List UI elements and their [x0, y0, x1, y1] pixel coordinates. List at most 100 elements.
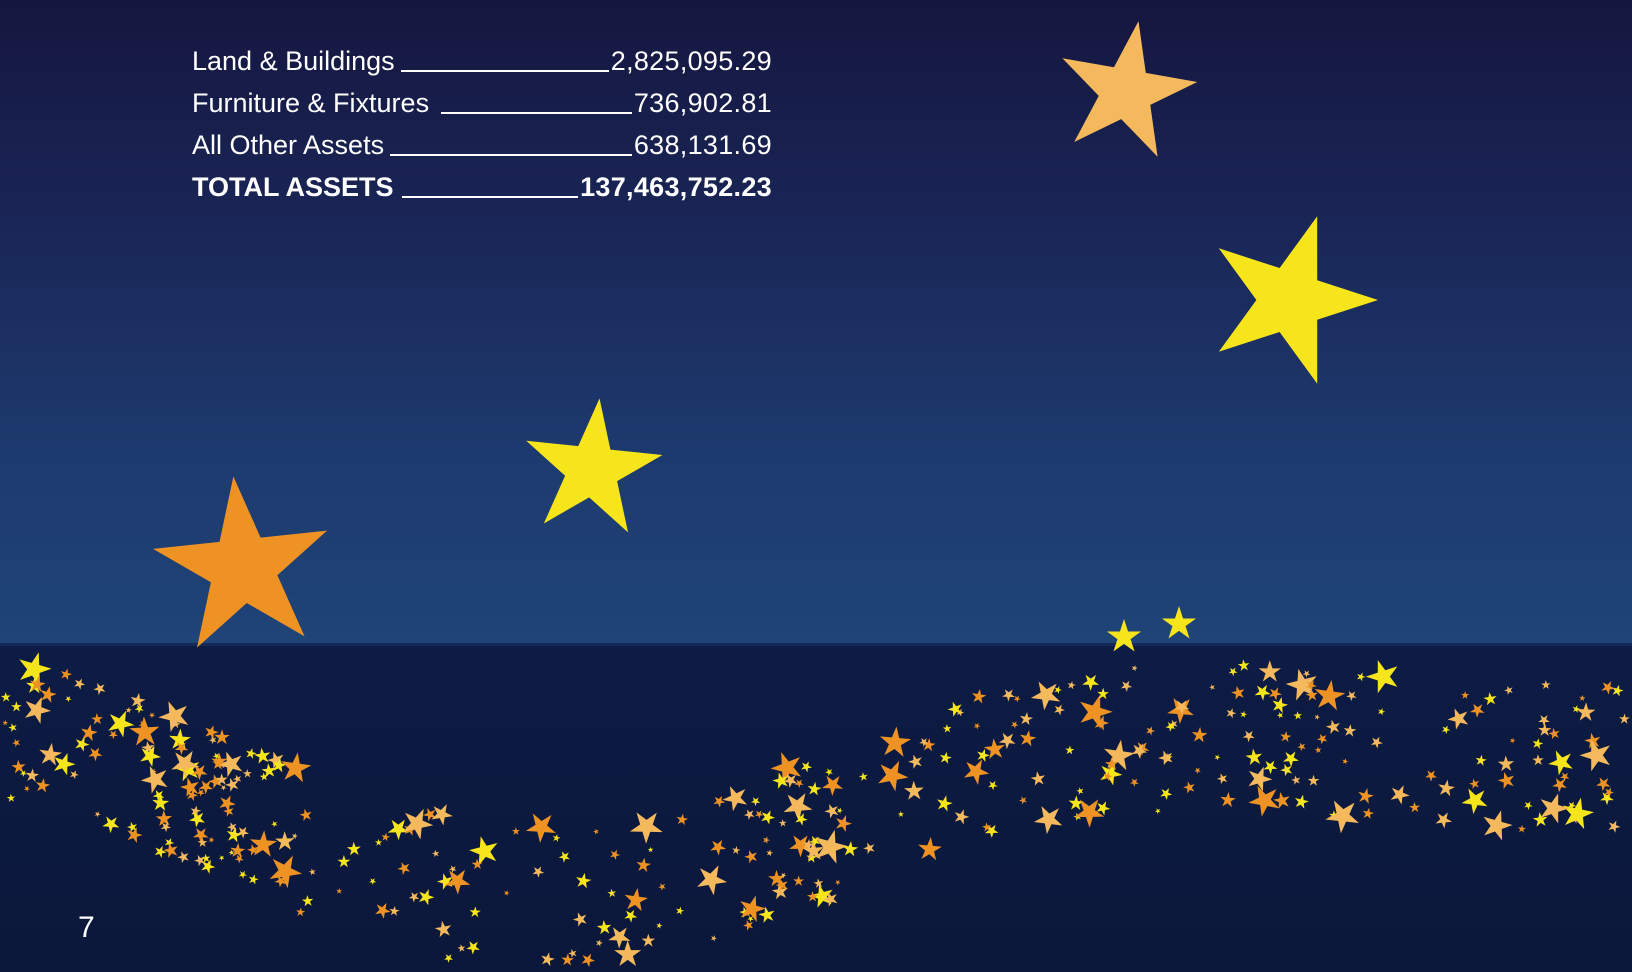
trail-star-icon: [1474, 753, 1488, 767]
trail-star-icon: [388, 905, 401, 917]
trail-star-icon: [1252, 680, 1274, 703]
trail-star-icon: [374, 838, 383, 846]
trail-star-icon: [1208, 682, 1217, 692]
trail-star-icon: [337, 855, 351, 868]
small-star-icon: [1161, 606, 1197, 639]
trail-star-icon: [1355, 670, 1367, 682]
trail-star-icon: [1531, 737, 1545, 750]
trail-star-icon: [1079, 669, 1103, 693]
trail-star-icon: [1606, 818, 1623, 834]
trail-star-icon: [1239, 710, 1248, 719]
trail-star-icon: [719, 779, 754, 815]
trail-star-icon: [1503, 683, 1516, 697]
trail-star-icon: [456, 942, 468, 954]
big-star-icon: [1048, 9, 1206, 162]
trail-star-icon: [1258, 660, 1282, 682]
trail-star-icon: [1368, 733, 1385, 750]
trail-star-icon: [464, 937, 484, 957]
leader-line: [441, 111, 632, 114]
trail-star-icon: [858, 770, 870, 783]
trail-star-icon: [959, 753, 994, 788]
trail-star-icon: [1018, 728, 1038, 748]
trail-star-icon: [59, 667, 74, 681]
trail-star-icon: [1271, 788, 1294, 812]
trail-star-icon: [175, 848, 193, 865]
trail-star-icon: [1361, 806, 1375, 820]
trail-star-icon: [247, 873, 260, 885]
asset-label: Land & Buildings: [192, 46, 395, 76]
trail-star-icon: [1537, 723, 1552, 736]
trail-star-icon: [1432, 808, 1456, 831]
trail-star-icon: [624, 802, 670, 848]
trail-star-icon: [938, 750, 953, 765]
trail-star-icon: [11, 736, 23, 749]
trail-star-icon: [592, 827, 601, 836]
trail-star-icon: [594, 938, 604, 947]
trail-star-icon: [278, 750, 313, 784]
trail-star-icon: [1064, 745, 1075, 755]
trail-star-icon: [1144, 724, 1157, 737]
trail-star-icon: [152, 843, 169, 859]
trail-star-icon: [834, 878, 842, 887]
trail-star-icon: [1009, 719, 1020, 730]
trail-star-icon: [742, 806, 758, 822]
trail-star-icon: [196, 836, 209, 849]
asset-label: Furniture & Fixtures: [192, 88, 430, 118]
trail-star-icon: [1522, 799, 1535, 811]
trail-star-icon: [1467, 776, 1482, 791]
trail-star-icon: [1361, 652, 1408, 699]
trail-star-icon: [93, 809, 102, 818]
trail-star-icon: [242, 767, 254, 780]
trail-star-icon: [758, 807, 778, 826]
trail-star-icon: [1066, 680, 1077, 690]
trail-star-icon: [207, 835, 216, 844]
trail-star-icon: [22, 784, 32, 793]
trail-star-icon: [442, 951, 456, 964]
trail-star-icon: [799, 758, 814, 774]
trail-star-icon: [897, 810, 906, 819]
trail-star-icon: [91, 679, 109, 697]
trail-star-icon: [466, 830, 506, 871]
trail-star-icon: [970, 687, 988, 704]
trail-star-icon: [934, 793, 955, 813]
trail-star-icon: [1012, 693, 1022, 704]
trail-star-icon: [10, 757, 29, 776]
trail-star-icon: [1320, 791, 1368, 838]
trail-star-icon: [1478, 806, 1516, 843]
trail-star-icon: [1118, 677, 1135, 693]
trail-star-icon: [1440, 723, 1452, 735]
trail-star-icon: [832, 812, 854, 833]
trail-star-icon: [136, 741, 165, 769]
trail-star-icon: [103, 705, 139, 740]
trail-star-icon: [1292, 709, 1304, 722]
trail-star-icon: [1540, 678, 1553, 691]
asset-row-other-assets: All Other Assets 638,131.69: [192, 124, 772, 166]
trail-star-icon: [433, 917, 456, 941]
trail-star-icon: [90, 711, 106, 727]
asset-summary-list: Land & Buildings 2,825,095.29 Furniture …: [192, 40, 772, 208]
total-label: TOTAL ASSETS: [192, 172, 394, 202]
trail-star-icon: [972, 721, 982, 730]
trail-star-icon: [635, 856, 652, 873]
trail-star-icon: [674, 905, 685, 916]
trail-star-icon: [952, 806, 972, 826]
trail-star-icon: [6, 792, 17, 804]
trail-star-icon: [10, 700, 24, 714]
trail-star-icon: [202, 723, 221, 740]
trail-star-icon: [1314, 745, 1323, 755]
big-star-icon: [1188, 190, 1397, 394]
trail-star-icon: [1575, 702, 1596, 722]
trail-star-icon: [861, 839, 878, 856]
trail-star-icon: [431, 848, 442, 859]
trail-star-icon: [263, 848, 308, 892]
trail-star-icon: [1344, 688, 1360, 703]
trail-star-icon: [1219, 791, 1237, 808]
trail-star-icon: [707, 835, 730, 857]
trail-star-icon: [1356, 786, 1376, 805]
trail-star-icon: [34, 776, 52, 794]
trail-star-icon: [380, 832, 391, 842]
dark-ground-band: [0, 645, 1632, 972]
horizon-line: [0, 643, 1632, 646]
trail-star-icon: [211, 756, 226, 770]
trail-star-icon: [237, 868, 249, 880]
